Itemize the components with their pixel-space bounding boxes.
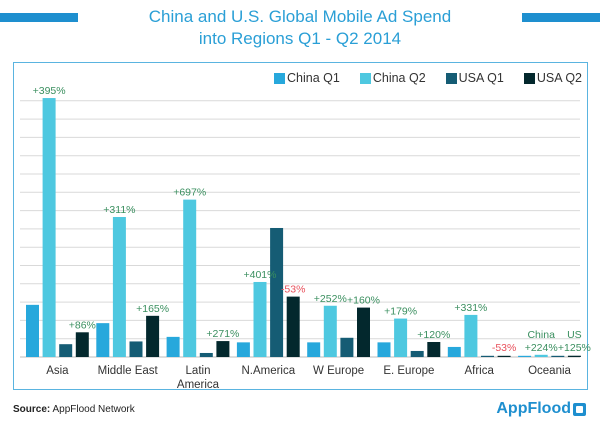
data-label: -53% (281, 284, 306, 296)
legend-label: China Q1 (287, 71, 340, 85)
bar-china-q1 (518, 355, 532, 357)
data-label: US (567, 329, 582, 341)
data-label: -53% (492, 342, 517, 354)
bar-china-q2 (534, 354, 548, 357)
bar-usa-q2 (216, 341, 230, 357)
legend-item-china-q2: China Q2 (359, 71, 426, 85)
data-label: +395% (33, 85, 66, 97)
chart-frame (13, 62, 588, 390)
x-tick-label: E. Europe (383, 365, 434, 377)
data-label: +165% (136, 303, 169, 315)
source-note: Source: AppFlood Network (13, 404, 135, 415)
bar-usa-q2 (286, 296, 300, 357)
bar-china-q1 (166, 336, 180, 357)
data-label: +160% (347, 295, 380, 307)
data-label: +331% (454, 302, 487, 314)
x-tick-label: Oceania (528, 365, 571, 377)
chart-title: China and U.S. Global Mobile Ad Spend in… (0, 6, 600, 50)
x-tick-label: Asia (46, 365, 69, 377)
bar-usa-q2 (427, 341, 441, 357)
bar-usa-q2 (497, 355, 511, 357)
data-label: +401% (244, 269, 277, 281)
bar-china-q1 (26, 304, 39, 357)
bar-china-q2 (42, 98, 56, 358)
bar-china-q2 (323, 305, 337, 357)
title-decoration-right (522, 13, 600, 22)
x-tick-label: Africa (464, 365, 494, 377)
data-label: China (527, 329, 555, 341)
bar-usa-q2 (567, 355, 581, 357)
legend-label: China Q2 (372, 71, 426, 85)
bar-china-q2 (394, 318, 408, 357)
bar-china-q2 (112, 217, 126, 357)
legend-swatch-usa-q2 (523, 72, 535, 84)
bar-usa-q1 (270, 227, 284, 357)
title-decoration-left (0, 13, 78, 22)
data-label: +224% (525, 342, 558, 354)
bar-china-q2 (253, 281, 267, 357)
legend-item-usa-q1: USA Q1 (445, 71, 504, 85)
legend-swatch-usa-q1 (445, 72, 457, 84)
bar-usa-q2 (75, 332, 89, 357)
data-label: +252% (314, 293, 347, 305)
data-label: +125% (558, 342, 591, 354)
bar-usa-q1 (59, 344, 73, 357)
legend: China Q1 China Q2 USA Q1 USA Q2 (274, 71, 582, 85)
x-tick-label: Middle East (98, 365, 159, 377)
data-label: +697% (173, 187, 206, 199)
bar-china-q1 (96, 323, 110, 357)
legend-label: USA Q1 (458, 71, 504, 85)
legend-item-china-q1: China Q1 (274, 71, 340, 85)
data-label: +120% (417, 329, 450, 341)
bar-usa-q2 (357, 307, 370, 357)
bar-usa-q1 (199, 352, 213, 357)
legend-item-usa-q2: USA Q2 (523, 71, 582, 85)
x-tick-label: W Europe (313, 365, 364, 377)
logo-icon (573, 402, 586, 416)
data-label: +179% (384, 306, 417, 318)
bar-usa-q1 (129, 341, 143, 357)
bar-china-q1 (307, 342, 321, 357)
x-tick-label: America (177, 379, 220, 391)
bar-china-q2 (183, 199, 197, 357)
bar-usa-q1 (481, 355, 494, 357)
bar-usa-q2 (146, 315, 160, 357)
data-label: +86% (69, 319, 96, 331)
data-label: +271% (206, 328, 239, 340)
x-tick-label: N.America (241, 365, 295, 377)
source-text: AppFlood Network (52, 404, 135, 415)
chart-title-line-1: China and U.S. Global Mobile Ad Spend (148, 7, 452, 26)
legend-label: USA Q2 (536, 71, 582, 85)
data-label: +311% (103, 204, 135, 216)
bar-usa-q1 (410, 350, 424, 357)
bar-china-q1 (377, 342, 391, 357)
bar-china-q2 (464, 314, 478, 357)
source-label: Source: (13, 404, 51, 415)
legend-swatch-china-q2 (359, 72, 371, 84)
bar-usa-q1 (340, 337, 354, 357)
legend-swatch-china-q1 (274, 72, 286, 84)
chart-title-line-2: into Regions Q1 - Q2 2014 (198, 29, 402, 48)
bar-china-q1 (236, 342, 250, 357)
appflood-logo: AppFlood (496, 400, 586, 418)
x-tick-label: Latin (186, 365, 211, 377)
bar-china-q1 (447, 346, 461, 357)
bar-usa-q1 (551, 355, 565, 357)
logo-text: AppFlood (496, 400, 571, 417)
